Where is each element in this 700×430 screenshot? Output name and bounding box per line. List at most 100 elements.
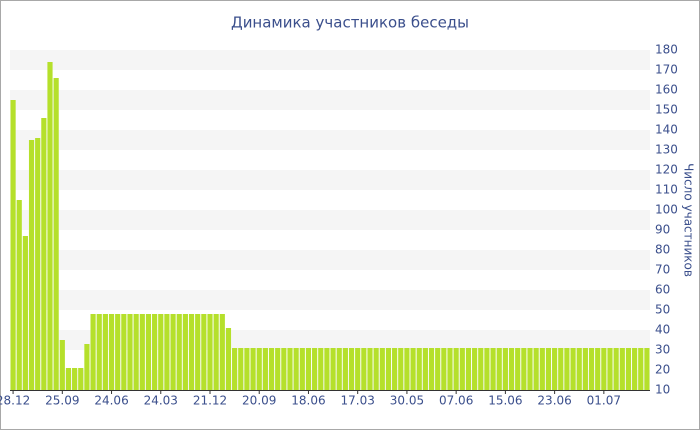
bar	[256, 348, 262, 390]
grid-band	[10, 130, 650, 150]
bar	[170, 314, 176, 390]
bar	[250, 348, 256, 390]
bar	[355, 348, 361, 390]
bar	[422, 348, 428, 390]
bar	[348, 348, 355, 390]
bar	[533, 348, 539, 390]
bar	[201, 314, 207, 390]
grid-band	[10, 210, 650, 230]
bar	[35, 138, 41, 390]
bar	[459, 348, 465, 390]
y-tick-label: 50	[655, 303, 670, 317]
bar	[238, 348, 244, 390]
bar	[601, 348, 607, 390]
x-tick-label: 24.03	[144, 394, 178, 408]
bar	[232, 348, 238, 390]
bar	[613, 348, 619, 390]
bar	[539, 348, 545, 390]
bar	[318, 348, 324, 390]
bar	[521, 348, 527, 390]
bar	[219, 314, 225, 390]
bar	[428, 348, 435, 390]
bar	[545, 348, 552, 390]
bar	[207, 314, 213, 390]
y-tick-label: 80	[655, 243, 670, 257]
bar	[72, 368, 78, 390]
bar	[398, 348, 404, 390]
bar	[385, 348, 392, 390]
y-tick-label: 70	[655, 263, 670, 277]
bar	[102, 314, 108, 390]
bar	[78, 368, 84, 390]
bars	[10, 62, 650, 390]
bar	[182, 314, 188, 390]
bar	[342, 348, 348, 390]
y-tick-label: 10	[655, 383, 670, 397]
bar	[644, 348, 650, 390]
bar	[632, 348, 638, 390]
bar	[367, 348, 373, 390]
bar	[508, 348, 515, 390]
bar	[410, 348, 416, 390]
bar	[293, 348, 299, 390]
bar	[188, 314, 195, 390]
bar	[90, 314, 96, 390]
bar	[576, 348, 582, 390]
bar	[164, 314, 170, 390]
bar	[28, 140, 35, 390]
bar	[225, 328, 232, 390]
bar	[490, 348, 496, 390]
x-tick-label: 18.06	[291, 394, 325, 408]
x-tick-label: 07.06	[439, 394, 473, 408]
bar	[299, 348, 305, 390]
grid-band	[10, 250, 650, 270]
bar	[515, 348, 521, 390]
bar	[607, 348, 613, 390]
bar	[570, 348, 576, 390]
bar	[244, 348, 250, 390]
bar	[552, 348, 558, 390]
bar	[472, 348, 478, 390]
bar	[484, 348, 490, 390]
bar	[268, 348, 275, 390]
y-tick-label: 20	[655, 363, 670, 377]
bar	[195, 314, 201, 390]
y-tick-label: 130	[655, 143, 678, 157]
x-tick-label: 25.09	[45, 394, 79, 408]
y-tick-label: 170	[655, 63, 678, 77]
bar	[619, 348, 625, 390]
bar	[404, 348, 410, 390]
bar	[96, 314, 102, 390]
bar	[213, 314, 219, 390]
grid-band	[10, 370, 650, 390]
bar	[625, 348, 632, 390]
bar	[145, 314, 152, 390]
bar	[84, 344, 90, 390]
bar	[158, 314, 164, 390]
grid-band	[10, 50, 650, 70]
y-tick-label: 150	[655, 103, 678, 117]
x-tick-label: 21.12	[193, 394, 227, 408]
bar	[47, 62, 53, 390]
y-tick-label: 180	[655, 43, 678, 57]
y-tick-label: 30	[655, 343, 670, 357]
x-tick-label: 28.12	[0, 394, 30, 408]
bar	[465, 348, 472, 390]
bar	[305, 348, 312, 390]
bar	[392, 348, 398, 390]
x-tick-label: 23.06	[537, 394, 571, 408]
bar	[10, 100, 16, 390]
bar	[453, 348, 459, 390]
bar	[281, 348, 287, 390]
y-tick-label: 90	[655, 223, 670, 237]
y-tick-label: 160	[655, 83, 678, 97]
y-axis-label: Число участников	[682, 163, 696, 277]
bar	[22, 236, 28, 390]
bar	[638, 348, 644, 390]
bar	[582, 348, 588, 390]
bar	[441, 348, 447, 390]
bar	[336, 348, 342, 390]
y-tick-label: 100	[655, 203, 678, 217]
x-tick-label: 15.06	[488, 394, 522, 408]
